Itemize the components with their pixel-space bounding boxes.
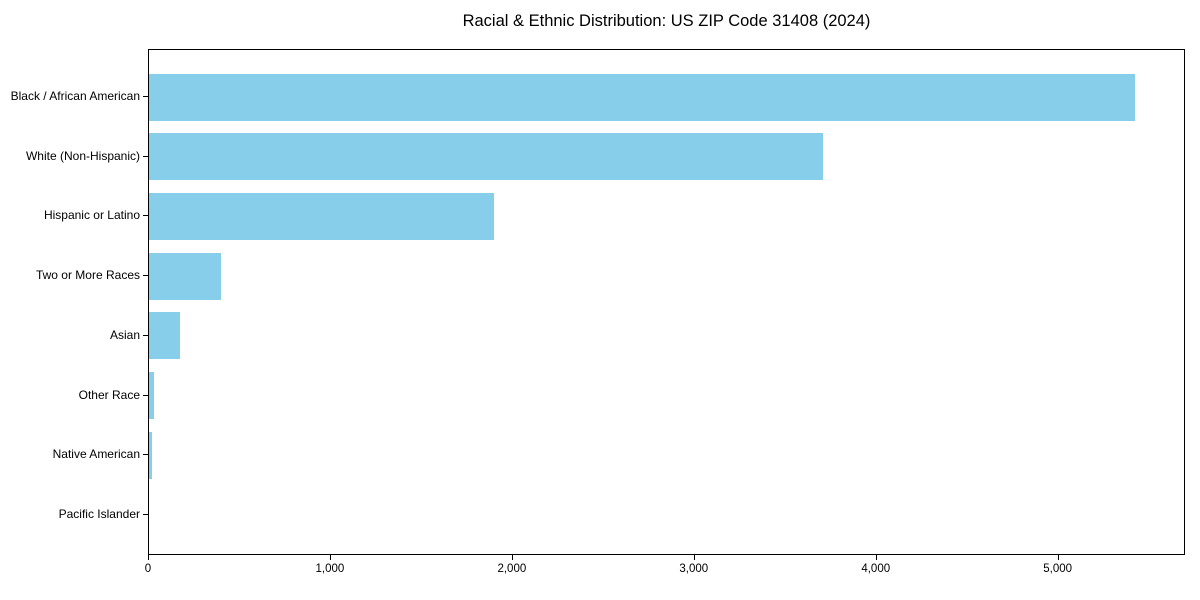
x-tick-mark bbox=[1057, 555, 1059, 560]
plot-area bbox=[148, 49, 1185, 555]
x-tick-label-4000: 4,000 bbox=[861, 563, 891, 575]
x-tick-mark bbox=[693, 555, 695, 560]
x-tick-label-1000: 1,000 bbox=[315, 563, 345, 575]
x-tick-label-3000: 3,000 bbox=[679, 563, 709, 575]
x-tick-mark bbox=[875, 555, 877, 560]
y-tick-label-other-race: Other Race bbox=[78, 387, 140, 402]
y-tick-mark bbox=[143, 275, 148, 277]
bar-native-american bbox=[149, 431, 152, 479]
y-tick-label-hispanic-or-latino: Hispanic or Latino bbox=[43, 208, 140, 223]
y-tick-label-pacific-islander: Pacific Islander bbox=[58, 506, 140, 521]
y-tick-mark bbox=[143, 215, 148, 217]
y-tick-label-native-american: Native American bbox=[52, 447, 140, 462]
chart-title: Racial & Ethnic Distribution: US ZIP Cod… bbox=[462, 12, 871, 30]
bar-two-or-more-races bbox=[149, 252, 221, 300]
x-tick-label-5000: 5,000 bbox=[1043, 563, 1073, 575]
y-tick-label-two-or-more-races: Two or More Races bbox=[35, 268, 140, 283]
y-tick-label-asian: Asian bbox=[109, 327, 140, 342]
bar-white-non-hispanic bbox=[149, 133, 823, 181]
bar-other-race bbox=[149, 372, 154, 420]
x-tick-label-2000: 2,000 bbox=[497, 563, 527, 575]
x-tick-label-0: 0 bbox=[144, 563, 152, 575]
y-tick-mark bbox=[143, 334, 148, 336]
y-tick-label-black-african-american: Black / African American bbox=[10, 89, 140, 103]
y-tick-mark bbox=[143, 394, 148, 396]
bar-black-african-american bbox=[149, 73, 1135, 121]
x-tick-mark bbox=[511, 555, 513, 560]
y-tick-mark bbox=[143, 96, 148, 97]
x-tick-mark bbox=[148, 555, 149, 560]
y-tick-mark bbox=[143, 155, 148, 157]
y-tick-mark bbox=[143, 513, 148, 515]
bar-hispanic-or-latino bbox=[149, 192, 494, 240]
bar-asian bbox=[149, 312, 180, 360]
x-tick-mark bbox=[329, 555, 331, 560]
y-tick-label-white-non-hispanic: White (Non-Hispanic) bbox=[25, 148, 140, 163]
y-tick-mark bbox=[143, 454, 148, 456]
